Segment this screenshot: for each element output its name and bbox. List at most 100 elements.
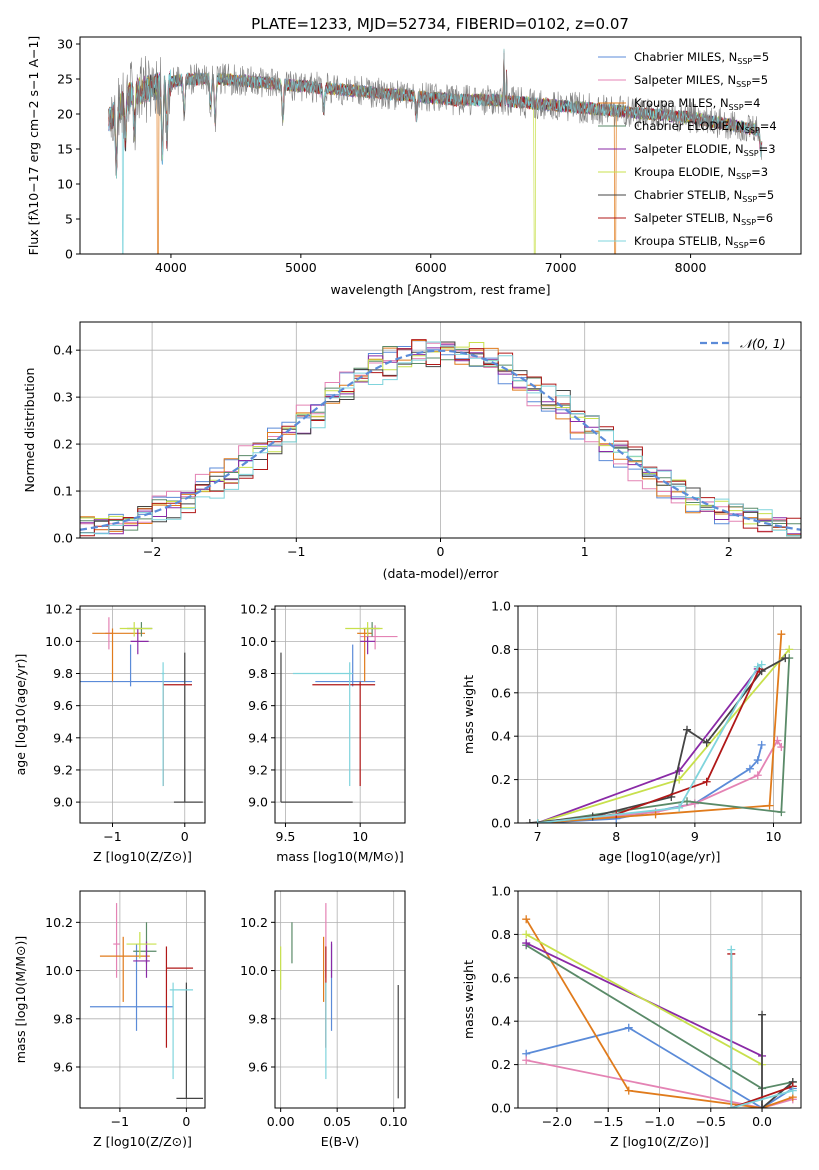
mass-weight-marker [683, 725, 692, 734]
plot-frame [517, 605, 802, 824]
y-tick-label: 1.0 [491, 884, 511, 899]
mass-weight-vs-metallicity-panel: −2.0 −1.5 −1.0 −0.5 0.0 0.0 0.2 0.4 0.6 0.8 1.0 Z [… [461, 884, 802, 1149]
legend-entry-value: =3 [759, 142, 776, 156]
model-spectrum-line [108, 48, 763, 254]
mass-weight-marker [702, 777, 711, 786]
x-tick-label: 10 [352, 829, 368, 844]
figure-title: PLATE=1233, MJD=52734, FIBERID=0102, z=0… [251, 15, 629, 33]
y-tick-label: 15 [57, 142, 73, 157]
y-tick-label: 9.8 [53, 1011, 73, 1026]
y-tick-label: 0.0 [491, 816, 511, 831]
y-tick-label: 0.1 [53, 484, 73, 499]
y-tick-label: 10.2 [45, 915, 73, 930]
legend-entry-subscript: SSP [737, 57, 752, 66]
residual-histogram-panel: −2 −1 0 1 2 0.0 0.1 0.2 0.3 0.4 (data-model)/error… [22, 321, 802, 581]
legend-entry-subscript: SSP [745, 126, 760, 135]
legend-entry-subscript: SSP [734, 241, 749, 250]
mass-weight-line [525, 933, 763, 1066]
y-tick-label: 0.2 [491, 1057, 511, 1072]
plot-content [89, 903, 204, 1099]
x-tick-label: −2.0 [542, 1114, 572, 1129]
x-tick-label: 5000 [285, 260, 317, 275]
y-tick-label: 0.6 [491, 970, 511, 985]
x-tick-label: 9.5 [276, 829, 296, 844]
mass-weight-marker [624, 1086, 633, 1095]
y-tick-label: 1.0 [491, 599, 511, 614]
mass-weight-line [730, 949, 794, 1108]
normal-curve [80, 349, 801, 531]
mass-weight-marker [757, 740, 766, 749]
legend-entry-value: =5 [757, 188, 774, 202]
legend-entry-value: =3 [751, 165, 768, 179]
x-tick-label: 0.10 [380, 1114, 408, 1129]
mass-weight-vs-age-panel: 7 8 9 10 0.0 0.2 0.4 0.6 0.8 1.0 age [log10(age/yr… [461, 599, 802, 864]
x-axis-label: Z [log10(Z/Z⊙)] [93, 849, 192, 864]
legend-entry-label: Kroupa STELIB, NSSP=6 [634, 234, 765, 250]
x-axis-label: age [log10(age/yr)] [599, 849, 721, 864]
y-tick-label: 10.0 [240, 634, 268, 649]
y-tick-label: 9.0 [248, 795, 268, 810]
y-tick-label: 0.0 [53, 531, 73, 546]
y-tick-label: 0.0 [491, 1101, 511, 1116]
y-tick-label: 10.2 [240, 602, 268, 617]
y-tick-label: 0.3 [53, 390, 73, 405]
y-tick-label: 10.0 [240, 963, 268, 978]
mass-weight-marker [522, 915, 531, 924]
mass-weight-marker [702, 738, 711, 747]
plot-content [525, 630, 794, 823]
mass-weight-marker [758, 1104, 767, 1108]
x-axis-label: mass [log10(M/M⊙)] [276, 849, 404, 864]
y-tick-label: 0.4 [491, 729, 511, 744]
mass-weight-marker [624, 1023, 633, 1032]
x-tick-label: 7 [534, 829, 542, 844]
y-tick-label: 20 [57, 107, 73, 122]
x-tick-label: −0.5 [696, 1114, 726, 1129]
legend-entry-subscript: SSP [736, 172, 751, 181]
y-tick-label: 0.4 [491, 1014, 511, 1029]
mass-weight-marker [533, 819, 542, 823]
y-tick-label: 9.6 [53, 698, 73, 713]
y-axis-label: age [log10(age/yr)] [13, 654, 28, 776]
legend-entry-label: Chabrier STELIB, NSSP=5 [634, 188, 774, 204]
mass-weight-marker [757, 660, 766, 669]
mass-weight-line [537, 663, 763, 823]
y-tick-label: 0 [65, 247, 73, 262]
mass-weight-line [537, 634, 783, 823]
mass-weight-marker [522, 1056, 531, 1065]
x-axis-label: (data-model)/error [383, 566, 500, 581]
mass-weight-marker [788, 1086, 797, 1095]
x-axis-label: Z [log10(Z/Z⊙)] [610, 1134, 709, 1149]
mass-weight-marker [753, 771, 762, 780]
legend-entry-value: =5 [752, 50, 769, 64]
mass-vs-metallicity-panel: −1 0 9.6 9.8 10.0 10.2 Z [log10(Z/Z⊙)] mass [lo… [13, 890, 206, 1149]
y-tick-label: 9.8 [248, 1011, 268, 1026]
y-tick-label: 30 [57, 37, 73, 52]
x-tick-label: 4000 [155, 260, 187, 275]
x-tick-label: 6000 [415, 260, 447, 275]
x-tick-label: 0 [181, 829, 189, 844]
plot-frame [79, 605, 206, 824]
plot-frame [79, 36, 802, 255]
legend-entry-subscript: SSP [744, 149, 759, 158]
age-vs-mass-panel: 9.5 10 9.0 9.2 9.4 9.6 9.8 10.0 10.2 mass [log10(… [240, 602, 406, 864]
legend-entry-subscript: SSP [729, 103, 744, 112]
residual-histogram-step [80, 339, 801, 537]
x-tick-label: −1 [287, 544, 305, 559]
y-tick-label: 9.6 [53, 1060, 73, 1075]
y-tick-label: 9.6 [248, 1060, 268, 1075]
mass-weight-marker [727, 945, 736, 954]
mass-weight-marker [777, 808, 786, 817]
y-tick-label: 0.8 [491, 927, 511, 942]
mass-weight-marker [522, 930, 531, 939]
x-tick-label: 10 [766, 829, 782, 844]
mass-weight-marker [765, 801, 774, 810]
legend-entry-subscript: SSP [742, 195, 757, 204]
mass-weight-marker [781, 654, 790, 663]
legend-entry-label: Chabrier ELODIE, NSSP=4 [634, 119, 777, 135]
mass-weight-marker [727, 1104, 736, 1108]
legend-entry-value: =4 [760, 119, 777, 133]
y-axis-label: mass [log10(M/M⊙)] [13, 936, 28, 1064]
mass-vs-ebv-panel: 0.00 0.05 0.10 9.6 9.8 10.0 10.2 E(B-V) [240, 890, 408, 1149]
y-tick-label: 25 [57, 72, 73, 87]
